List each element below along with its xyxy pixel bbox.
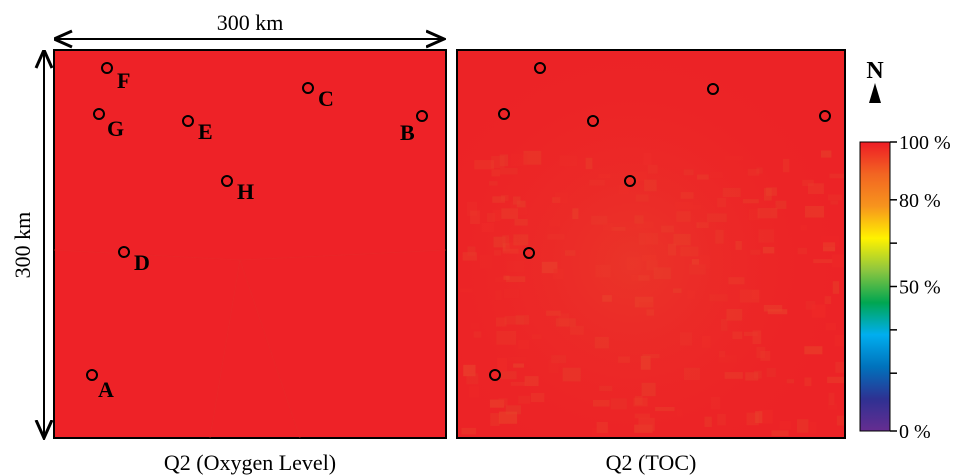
sample-point-label: E — [198, 119, 213, 144]
sample-point-marker — [587, 115, 599, 127]
panel-oxygen-level: F C G E B H D A Q2 (Oxygen Level) — [53, 49, 447, 475]
colorbar: 100 % 80 % 50 % 0 % — [859, 132, 951, 443]
sample-point-marker — [86, 369, 98, 381]
sample-point-label: H — [237, 179, 254, 204]
sample-point-marker — [93, 108, 105, 120]
sample-point-marker — [707, 83, 719, 95]
colorbar-tick-label: 50 % — [899, 277, 941, 299]
sample-point-marker — [534, 62, 546, 74]
colorbar-tick-label: 80 % — [899, 190, 941, 212]
sample-point-label: B — [400, 120, 415, 145]
sample-point-marker — [498, 108, 510, 120]
sample-point-label: G — [107, 116, 124, 141]
colorbar-tick-label: 0 % — [899, 421, 931, 443]
sample-point-marker — [302, 82, 314, 94]
sample-point-marker — [489, 369, 501, 381]
colorbar-tick-label: 100 % — [899, 132, 951, 154]
colorbar-ticks: 100 % 80 % 50 % 0 % — [890, 132, 951, 443]
sample-point-marker — [182, 115, 194, 127]
colorbar-bar — [859, 141, 891, 432]
sample-point-label: F — [117, 68, 130, 93]
panel-toc: Q2 (TOC) — [456, 49, 846, 475]
sample-point-marker — [624, 175, 636, 187]
scale-height-label: 300 km — [10, 212, 35, 279]
sample-points — [489, 62, 831, 381]
panel-caption: Q2 (TOC) — [606, 450, 697, 475]
sample-point-marker — [118, 246, 130, 258]
sample-point-marker — [819, 110, 831, 122]
sample-points: F C G E B H D A — [86, 62, 428, 402]
sample-point-label: C — [318, 86, 334, 111]
panel-caption: Q2 (Oxygen Level) — [164, 450, 336, 475]
scale-horizontal: 300 km — [56, 10, 444, 39]
sample-point-marker — [416, 110, 428, 122]
north-arrow: N — [866, 58, 884, 103]
sample-point-marker — [221, 175, 233, 187]
north-label: N — [866, 58, 884, 84]
sample-point-label: A — [98, 377, 114, 402]
sample-point-marker — [101, 62, 113, 74]
sample-point-label: D — [134, 250, 150, 275]
scale-vertical: 300 km — [10, 52, 44, 438]
scale-width-label: 300 km — [217, 10, 284, 35]
north-arrow-icon — [869, 83, 881, 103]
map-area — [53, 49, 447, 439]
map-shading — [458, 51, 844, 437]
sample-point-marker — [523, 247, 535, 259]
